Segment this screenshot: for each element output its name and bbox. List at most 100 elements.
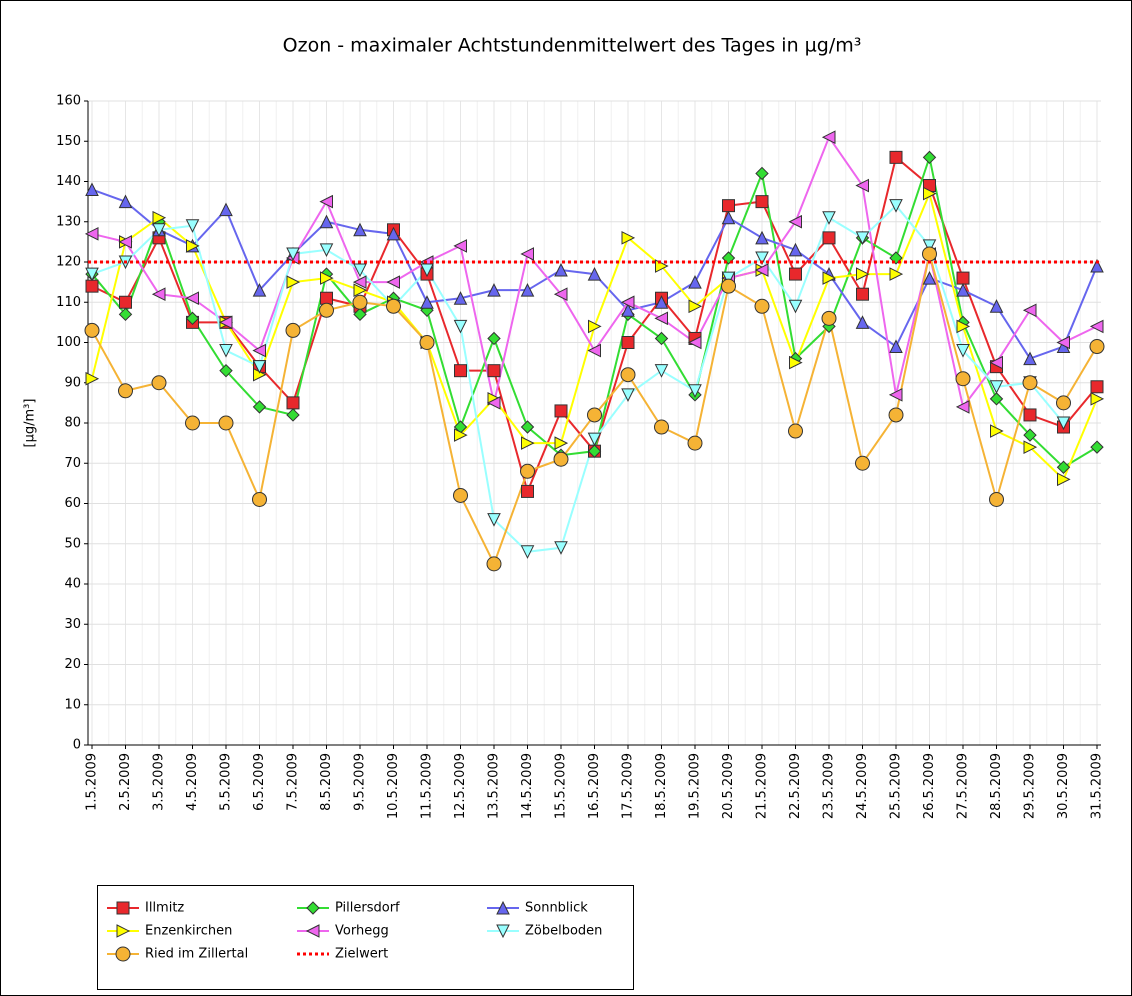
data-point [252, 343, 266, 358]
data-point [1022, 303, 1037, 318]
data-point [587, 444, 602, 458]
data-point [822, 231, 836, 245]
data-point [285, 322, 301, 338]
legend-label: Zöbelboden [525, 924, 602, 939]
y-tick-label: 120 [56, 255, 81, 270]
data-point [688, 299, 703, 314]
data-point [721, 278, 736, 294]
data-point [320, 291, 333, 305]
data-point [620, 295, 635, 310]
y-tick-label: 60 [64, 496, 81, 511]
x-tick-label: 1.5.2009 [85, 753, 100, 811]
data-point [688, 275, 702, 289]
data-point [755, 230, 769, 245]
data-point [352, 294, 368, 310]
data-point [721, 271, 736, 286]
data-point [353, 283, 368, 297]
data-point [956, 319, 971, 334]
y-tick-label: 110 [56, 295, 81, 310]
data-point [922, 150, 937, 165]
data-point [319, 243, 334, 258]
data-point [922, 239, 937, 254]
legend-label: Pillersdorf [335, 901, 400, 916]
x-tick-label: 14.5.2009 [520, 753, 535, 819]
data-point [453, 319, 468, 334]
legend-marker [496, 900, 510, 915]
data-point [486, 396, 501, 410]
data-point [486, 556, 502, 572]
y-tick-label: 150 [56, 134, 81, 149]
data-point [654, 311, 668, 326]
data-point [185, 415, 200, 431]
data-point [654, 419, 669, 435]
data-point [487, 283, 501, 297]
legend-label: Illmitz [145, 901, 184, 916]
data-point [1023, 351, 1037, 366]
data-point [888, 407, 904, 423]
data-point [85, 267, 99, 282]
data-point [554, 404, 568, 418]
data-point [84, 227, 99, 241]
data-point [219, 363, 233, 378]
data-point [621, 388, 635, 402]
data-point [822, 271, 837, 285]
data-point [755, 166, 769, 181]
y-tick-label: 20 [64, 657, 81, 672]
legend-label: Sonnblick [525, 901, 588, 916]
x-tick-label: 24.5.2009 [855, 753, 870, 819]
data-point [252, 283, 267, 297]
data-point [889, 150, 903, 164]
x-tick-label: 20.5.2009 [721, 753, 736, 819]
data-point [353, 263, 367, 278]
data-point [956, 344, 970, 358]
y-tick-label: 90 [64, 375, 81, 390]
data-point [922, 246, 937, 262]
x-tick-label: 10.5.2009 [386, 753, 401, 819]
x-tick-label: 15.5.2009 [554, 753, 569, 819]
y-tick-label: 10 [64, 697, 81, 712]
legend-label: Vorhegg [335, 924, 389, 939]
data-point [286, 275, 301, 289]
data-point [1056, 335, 1070, 350]
data-point [688, 384, 702, 398]
data-point [788, 299, 803, 314]
data-point [352, 275, 367, 289]
data-point [654, 295, 669, 309]
data-point [252, 400, 267, 414]
x-tick-label: 19.5.2009 [688, 753, 703, 819]
data-point [151, 287, 166, 302]
y-tick-label: 0 [73, 738, 81, 753]
data-point [687, 435, 703, 451]
data-point [1090, 380, 1104, 394]
data-point [1090, 392, 1105, 406]
data-point [521, 436, 535, 450]
data-point [721, 210, 736, 225]
data-point [789, 355, 803, 370]
data-point [320, 271, 334, 285]
y-tick-label: 140 [56, 174, 81, 189]
data-point [990, 424, 1004, 438]
data-point [587, 266, 602, 281]
data-point [587, 343, 601, 358]
data-point [453, 487, 468, 503]
data-point [252, 491, 267, 507]
data-point [754, 263, 769, 277]
data-point [353, 222, 367, 237]
x-tick-label: 11.5.2009 [420, 753, 435, 819]
data-point [520, 283, 535, 297]
x-tick-label: 16.5.2009 [587, 753, 602, 819]
data-point [454, 364, 467, 378]
legend-marker [496, 924, 510, 939]
x-tick-label: 27.5.2009 [956, 753, 971, 819]
data-point [554, 262, 568, 277]
data-point [386, 298, 401, 314]
data-point [487, 513, 501, 527]
y-tick-label: 80 [64, 416, 81, 431]
x-tick-label: 30.5.2009 [1056, 753, 1071, 819]
data-point [420, 263, 434, 278]
data-point [989, 491, 1004, 507]
data-point [855, 455, 870, 471]
x-tick-label: 22.5.2009 [788, 753, 803, 819]
